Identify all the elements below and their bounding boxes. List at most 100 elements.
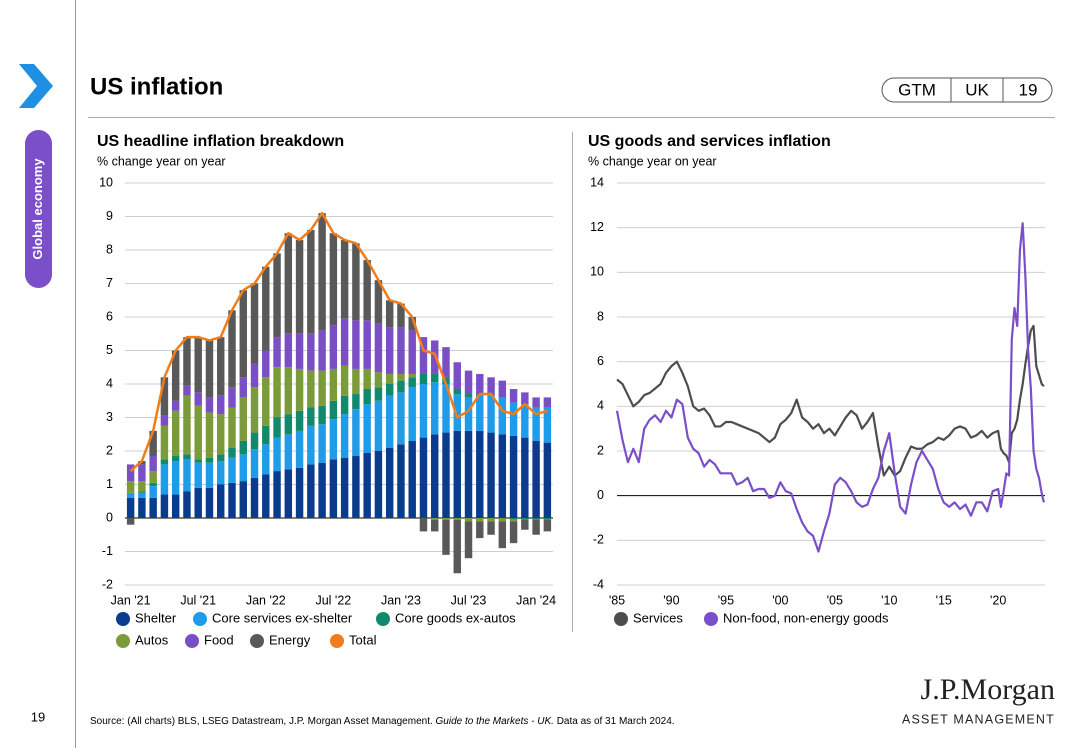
section-pill [25,130,52,288]
x-tick-label: '10 [881,593,897,607]
bar-segment [217,414,225,455]
y-tick-label: 6 [597,354,604,368]
bar-segment [464,394,473,398]
bar-segment [408,373,416,378]
bar-segment [295,368,304,411]
bar-segment [340,457,349,518]
bar-segment [138,491,146,493]
source-text: Data as of 31 March 2024. [554,716,675,727]
total-line [129,211,548,473]
bar-segment [149,430,157,457]
bar-segment [464,518,473,522]
bar-segment [532,518,540,520]
bar-segment [239,454,247,482]
bar-segment [543,407,552,443]
legend-swatch [330,634,344,648]
bar-segment [340,239,349,319]
chart-breakdown: US headline inflation breakdown % change … [97,133,556,648]
y-tick-label: 8 [106,242,113,256]
bar-segment [160,494,169,518]
x-tick-label: Jul '23 [451,593,487,607]
bar-segment [521,404,529,438]
bar-segment [419,384,428,438]
bar-segment [442,384,450,433]
bar-segment [183,454,191,460]
x-tick-label: Jul '22 [315,593,351,607]
bar-segment [250,363,259,388]
bar-segment [419,518,428,532]
bar-segment [307,333,315,371]
bar-segment [138,461,146,465]
bar-segment [217,461,225,485]
y-tick-label: 6 [106,309,113,323]
bar-segment [431,518,439,520]
y-tick-label: 10 [590,265,604,279]
bar-segment [228,387,236,408]
y-tick-label: -2 [593,533,604,547]
bar-segment [217,484,225,518]
bar-segment [419,337,428,374]
bar-segment [498,380,507,398]
bar-segment [284,333,293,368]
bar-segment [363,404,371,453]
bar-segment [273,417,281,438]
bar-segment [194,487,202,518]
bar-segment [385,327,394,374]
bar-segment [431,519,439,532]
bar-segment [284,434,293,470]
bar-segment [509,519,518,522]
bar-segment [295,333,304,369]
bar-segment [509,402,518,436]
bar-segment [464,521,473,559]
bar-segment [442,347,450,378]
bar-segment [262,350,270,378]
bar-segment [453,519,461,574]
bar-segment [194,392,202,406]
bar-segment [205,457,214,463]
source-text: Guide to the Markets - UK. [436,716,554,727]
bar-segment [397,380,405,393]
bar-segment [521,519,529,530]
bar-segment [476,430,484,518]
bar-segment [171,456,180,462]
bar-segment [295,410,304,431]
bar-segment [194,462,202,488]
chevron-icon [19,64,53,108]
bar-segment [171,461,180,495]
bar-segment [363,260,371,321]
bar-segment [363,389,371,405]
bar-segment [307,464,315,518]
bar-segment [363,452,371,518]
bar-segment [543,442,552,518]
bar-segment [385,373,394,384]
bar-segment [273,471,281,518]
bar-segment [521,437,529,518]
bar-segment [329,233,338,326]
y-tick-label: 7 [106,276,113,290]
bar-segment [217,337,225,396]
bar-segment [262,444,270,475]
bar-segment [385,300,394,328]
bar-segment [408,387,416,441]
logo-sub: ASSET MANAGEMENT [902,712,1055,726]
bar-segment [171,350,180,401]
bar-segment [374,280,383,324]
bar-segment [442,519,450,555]
y-tick-label: 0 [106,510,113,524]
bar-segment [442,432,450,518]
bar-segment [307,425,315,465]
bar-segment [397,327,405,374]
source-note: Source: (All charts) BLS, LSEG Datastrea… [90,716,675,727]
bar-segment [329,459,338,518]
legend-swatch [193,612,207,626]
y-tick-label: 8 [597,309,604,323]
bar-segment [318,405,326,425]
bar-segment [352,409,360,457]
bar-segment [318,424,326,463]
bar-segment [205,340,214,398]
bar-segment [487,377,495,396]
chart-subtitle: % change year on year [97,154,226,168]
x-tick-label: '90 [663,593,679,607]
bar-segment [487,521,495,535]
bar-segment [476,521,484,539]
